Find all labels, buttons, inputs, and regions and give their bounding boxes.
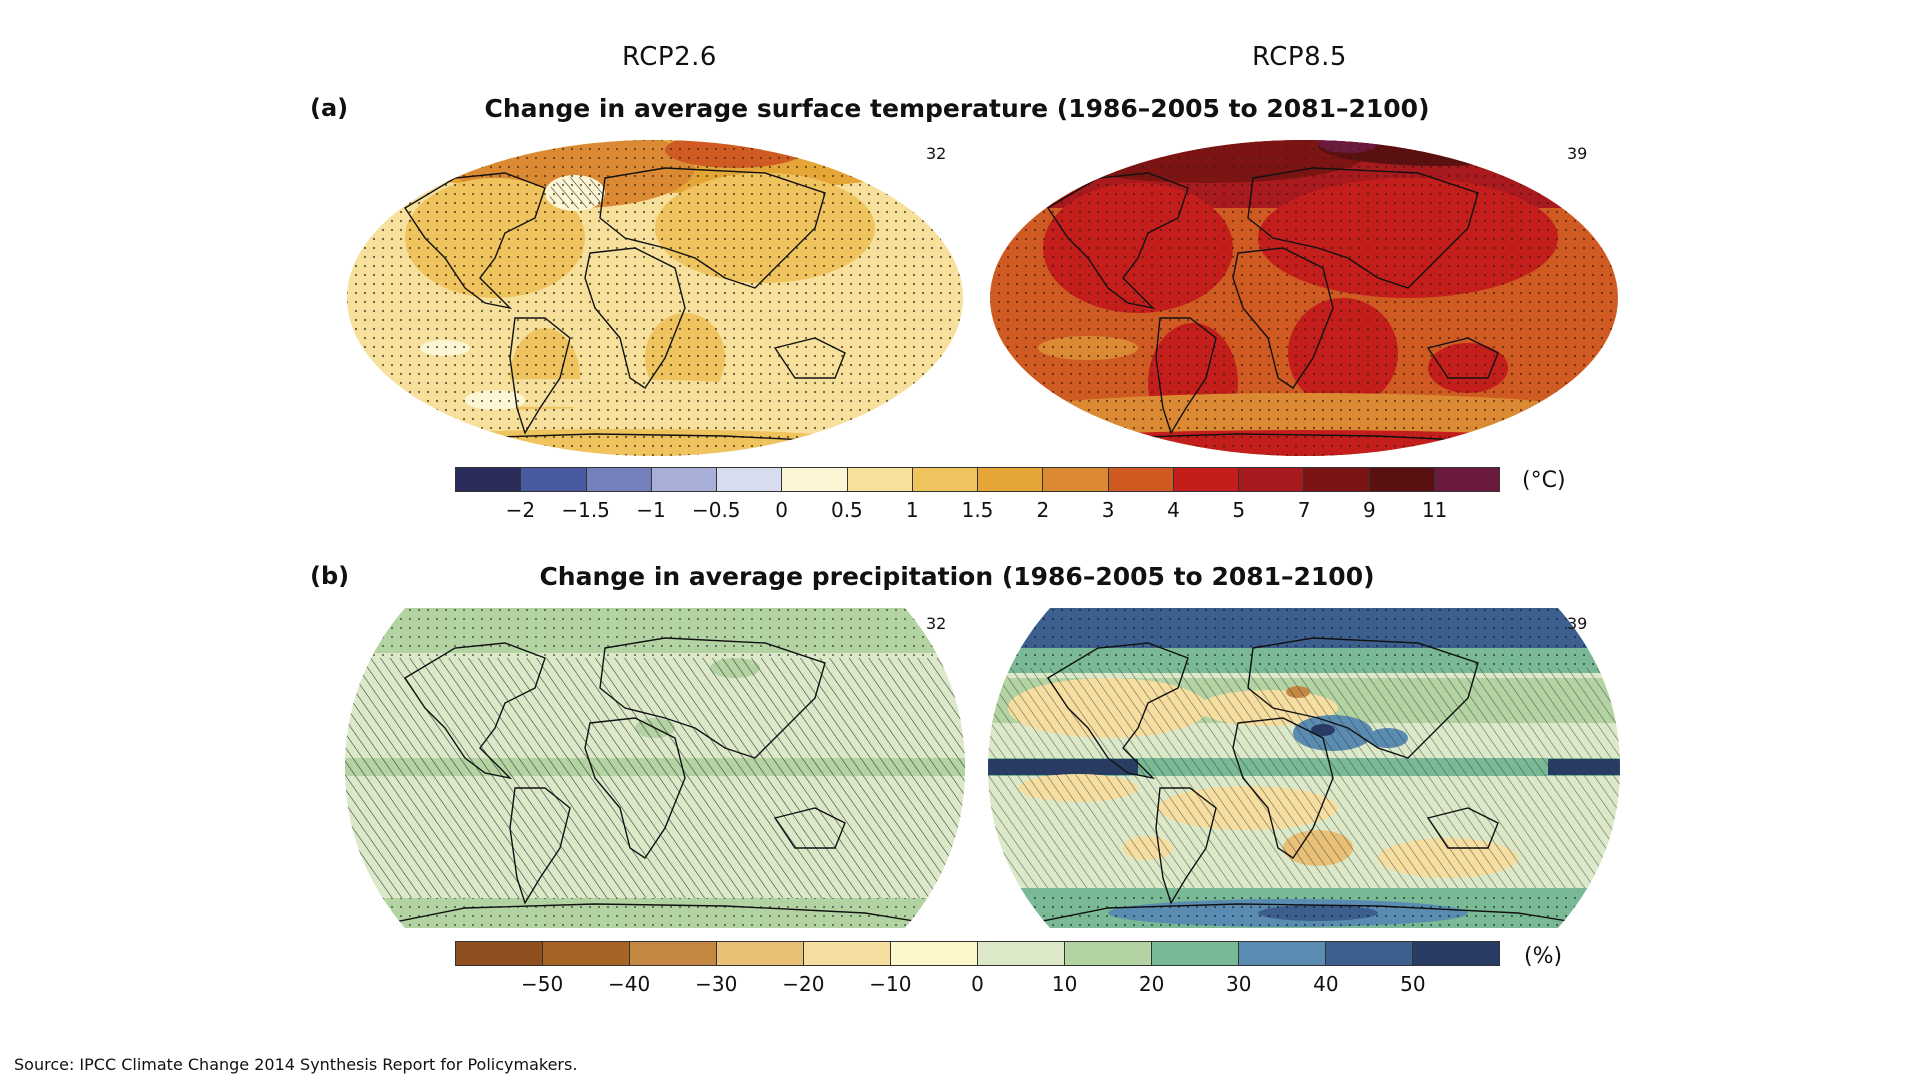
panel_b-colorbar-segment xyxy=(1326,942,1413,965)
panel_a-colorbar-tick-label: 11 xyxy=(1421,498,1448,522)
panel_a-colorbar-segment xyxy=(586,468,652,491)
precipitation-unit-label: (%) xyxy=(1524,944,1563,969)
panel_a-colorbar-tick-label: −1 xyxy=(636,498,666,522)
panel_a-colorbar-tick-label: −2 xyxy=(505,498,536,522)
panel_b-colorbar-segment xyxy=(1152,942,1239,965)
panel_a-colorbar-segment xyxy=(717,468,783,491)
panel_a-colorbar-segment xyxy=(1173,468,1239,491)
panel_b-colorbar-tick-label: −30 xyxy=(695,972,738,996)
panel_b-colorbar-segment xyxy=(804,942,891,965)
panel_b-colorbar-tick-label: −50 xyxy=(520,972,564,996)
panel_a-colorbar-tick-label: 3 xyxy=(1101,498,1115,522)
panel_a-colorbar-tick-label: 2 xyxy=(1036,498,1050,522)
panel_a-colorbar-tick-label: 7 xyxy=(1297,498,1311,522)
precipitation-map-rcp85 xyxy=(988,608,1620,928)
panel_b-colorbar-segment xyxy=(543,942,630,965)
panel_a-colorbar-segment xyxy=(1108,468,1174,491)
temperature-colorbar xyxy=(455,467,1500,492)
panel_a-colorbar-tick-label: −1.5 xyxy=(561,498,610,522)
temperature-map-rcp85 xyxy=(990,140,1618,456)
panel_b-colorbar-segment xyxy=(978,942,1065,965)
panel-b-letter: (b) xyxy=(310,562,350,590)
panel_a-colorbar-tick-label: 0.5 xyxy=(830,498,863,522)
panel_b-colorbar-segment xyxy=(456,942,543,965)
model-count-b-left: 32 xyxy=(926,614,947,633)
panel_a-colorbar-segment xyxy=(782,468,848,491)
panel_b-colorbar-tick-label: −10 xyxy=(869,972,912,996)
scenario-label-left: RCP2.6 xyxy=(622,42,717,72)
panel_a-colorbar-segment xyxy=(978,468,1044,491)
panel_a-colorbar-tick-label: 1 xyxy=(905,498,919,522)
model-count-a-left: 32 xyxy=(926,144,947,163)
panel_b-colorbar-tick-label: 30 xyxy=(1226,972,1252,996)
panel_b-colorbar-tick-label: 50 xyxy=(1400,972,1426,996)
precipitation-map-rcp26 xyxy=(345,608,965,928)
temperature-unit-label: (°C) xyxy=(1522,468,1566,493)
panel_a-colorbar-segment xyxy=(1239,468,1305,491)
panel_b-colorbar-tick-label: −40 xyxy=(608,972,651,996)
panel_b-colorbar-segment xyxy=(1413,942,1499,965)
panel_a-colorbar-segment xyxy=(1043,468,1109,491)
panel_b-colorbar-segment xyxy=(1065,942,1152,965)
panel_a-colorbar-segment xyxy=(1304,468,1370,491)
source-note: Source: IPCC Climate Change 2014 Synthes… xyxy=(14,1055,578,1074)
panel_a-colorbar-tick-label: 5 xyxy=(1232,498,1246,522)
temperature-map-rcp26 xyxy=(347,140,963,456)
panel_a-colorbar-segment xyxy=(1434,468,1499,491)
precipitation-colorbar xyxy=(455,941,1500,966)
panel_a-colorbar-tick-label: 9 xyxy=(1363,498,1376,522)
panel_a-colorbar-segment xyxy=(912,468,978,491)
panel-a-title: Change in average surface temperature (1… xyxy=(484,94,1430,123)
panel_a-colorbar-segment xyxy=(456,468,522,491)
panel_b-colorbar-tick-label: 20 xyxy=(1138,972,1165,996)
model-count-a-right: 39 xyxy=(1567,144,1588,163)
panel_b-colorbar-segment xyxy=(630,942,717,965)
panel_b-colorbar-segment xyxy=(891,942,978,965)
panel-b-title: Change in average precipitation (1986–20… xyxy=(539,562,1375,591)
model-count-b-right: 39 xyxy=(1567,614,1588,633)
panel_b-colorbar-tick-label: 40 xyxy=(1313,972,1339,996)
panel_a-colorbar-segment xyxy=(847,468,913,491)
panel_a-colorbar-tick-label: 1.5 xyxy=(961,498,994,522)
panel_b-colorbar-tick-label: 0 xyxy=(971,972,984,996)
panel_a-colorbar-tick-label: 4 xyxy=(1167,498,1180,522)
panel_b-colorbar-segment xyxy=(717,942,804,965)
panel_a-colorbar-segment xyxy=(1369,468,1435,491)
panel_b-colorbar-tick-label: −20 xyxy=(782,972,825,996)
panel-a-letter: (a) xyxy=(310,94,349,122)
panel_b-colorbar-tick-label: 10 xyxy=(1051,972,1078,996)
panel_a-colorbar-segment xyxy=(521,468,587,491)
scenario-label-right: RCP8.5 xyxy=(1252,42,1347,72)
panel_b-colorbar-segment xyxy=(1239,942,1326,965)
panel_a-colorbar-tick-label: −0.5 xyxy=(691,498,741,522)
panel_a-colorbar-tick-label: 0 xyxy=(775,498,788,522)
panel_a-colorbar-segment xyxy=(651,468,717,491)
